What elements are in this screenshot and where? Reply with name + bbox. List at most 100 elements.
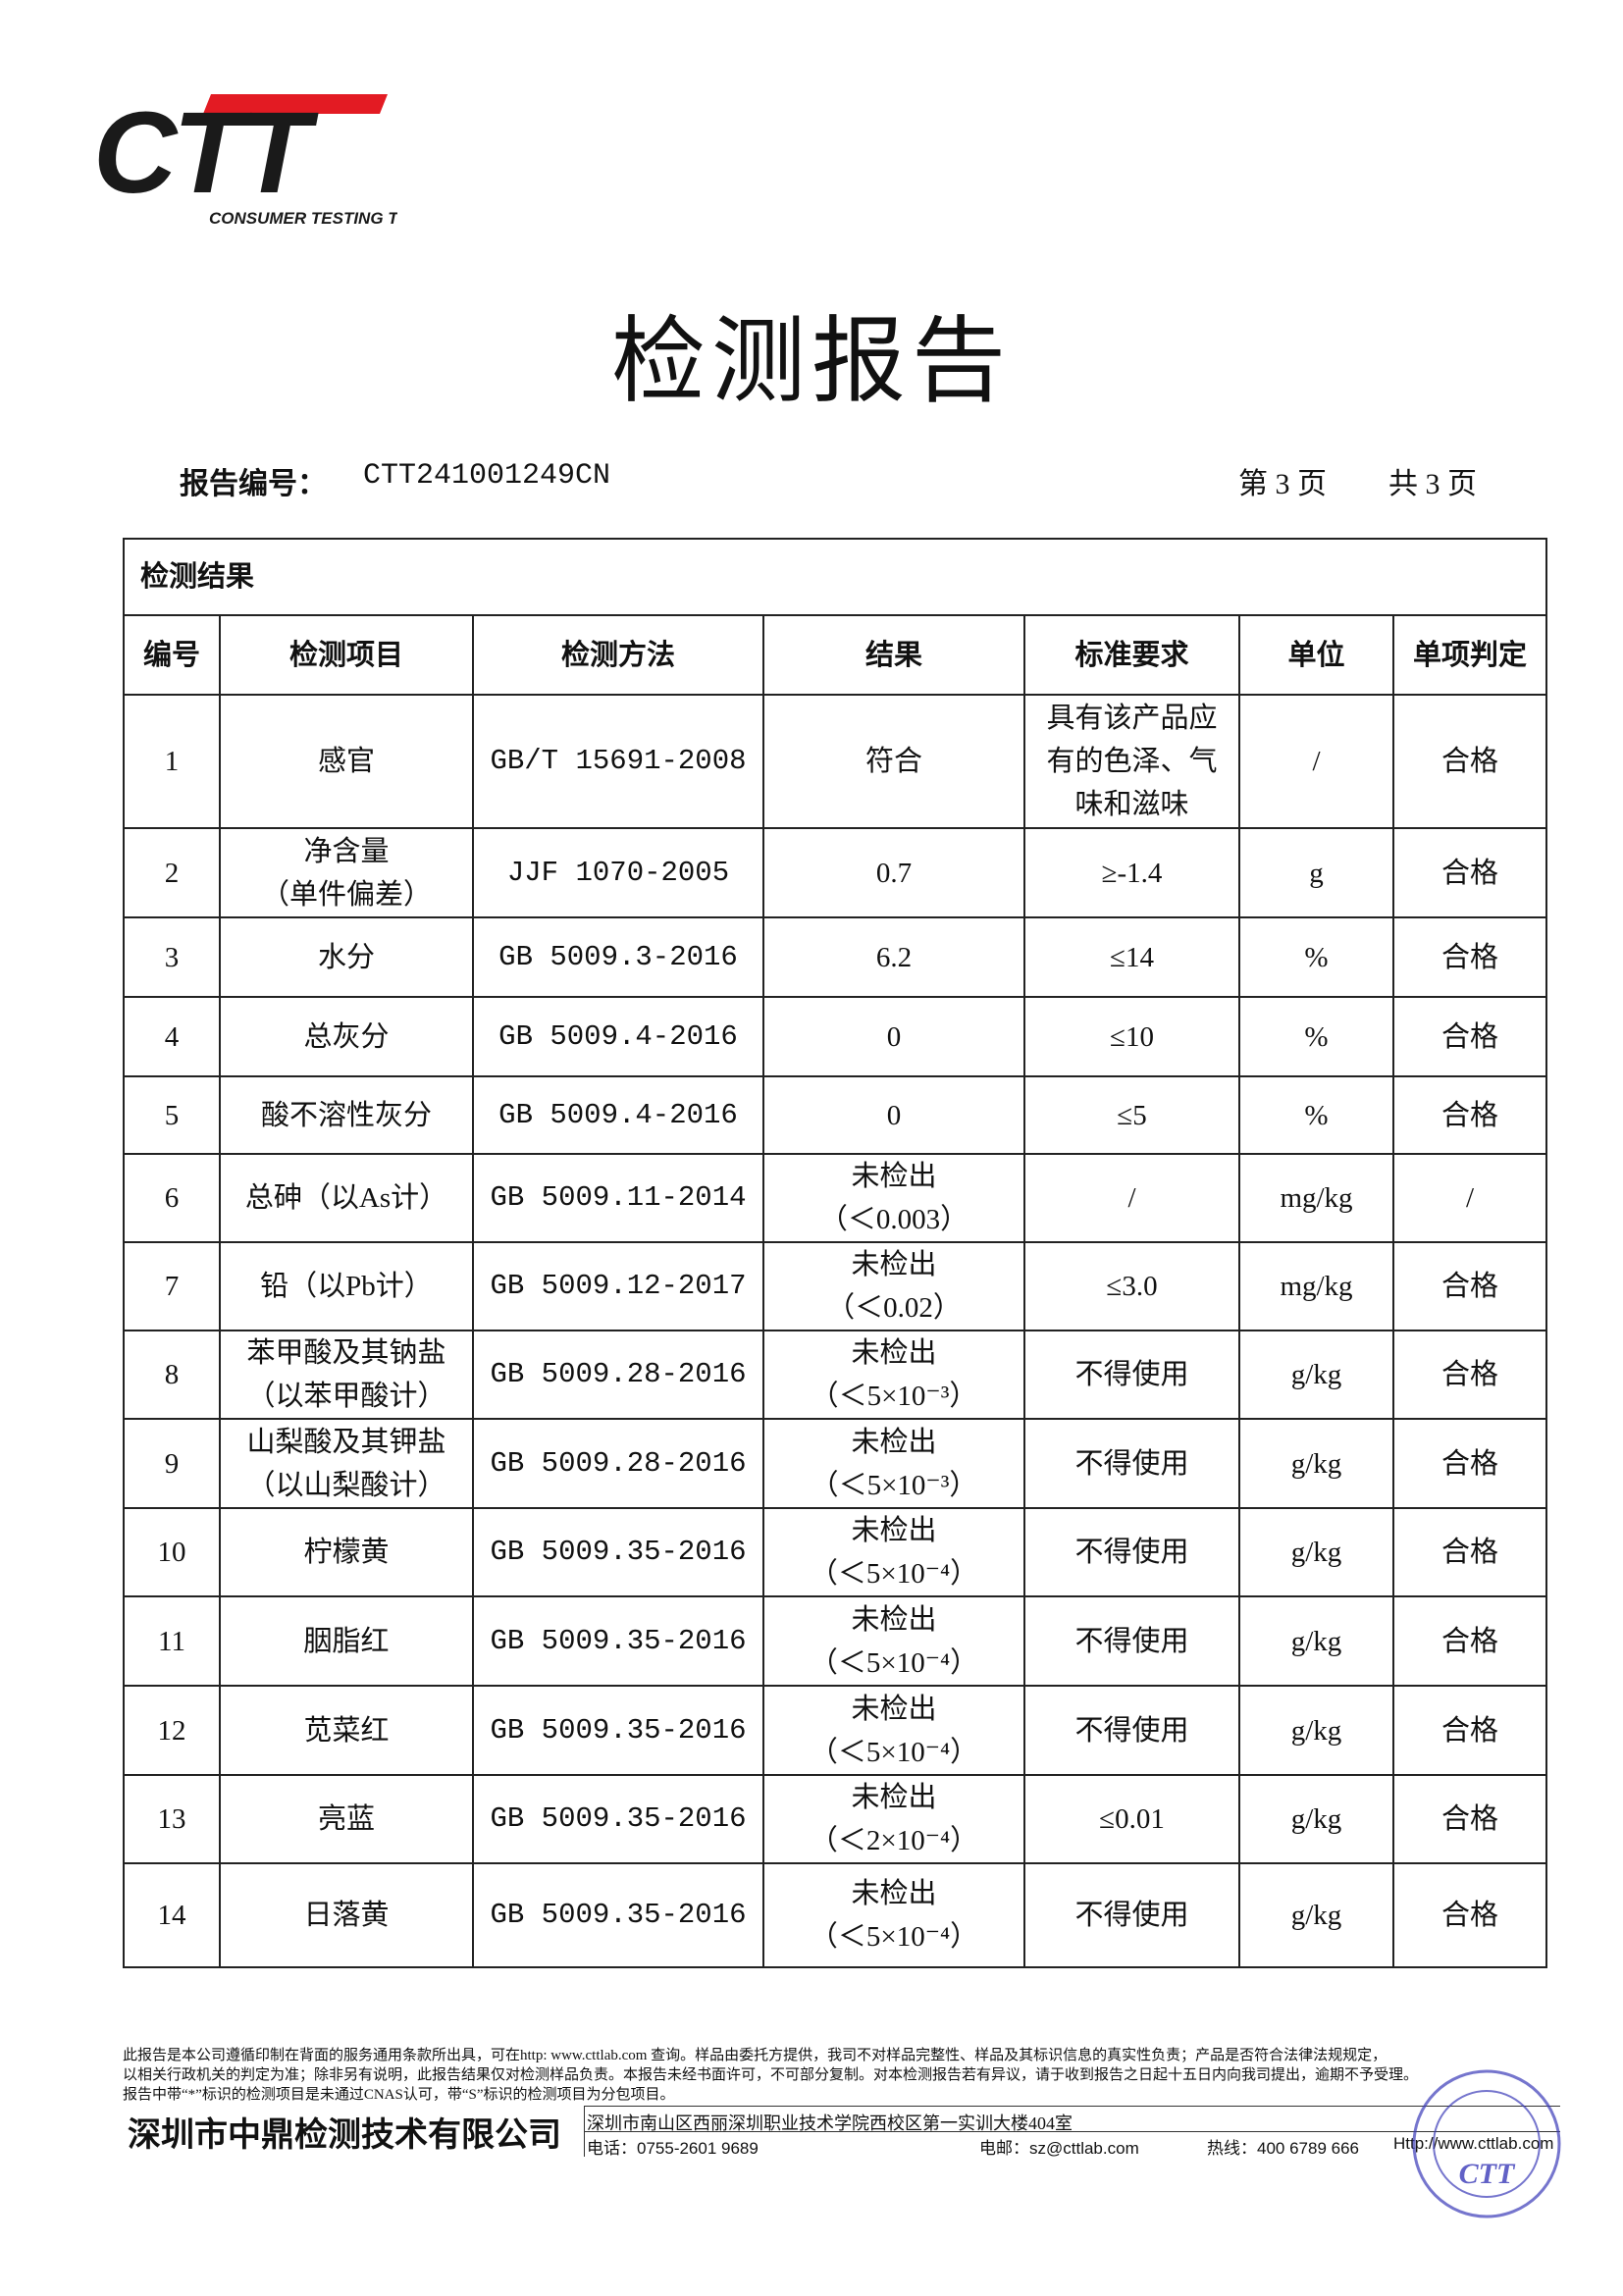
table-cell: GB 5009.4-2016 bbox=[472, 1075, 764, 1155]
table-cell: 13 bbox=[123, 1774, 221, 1864]
table-cell: 未检出 （＜0.003） bbox=[762, 1153, 1025, 1243]
table-cell: 3 bbox=[123, 916, 221, 998]
table-cell: 不得使用 bbox=[1023, 1595, 1240, 1687]
table-cell: ≤0.01 bbox=[1023, 1774, 1240, 1864]
table-cell: mg/kg bbox=[1238, 1241, 1394, 1331]
table-cell: 0 bbox=[762, 1075, 1025, 1155]
table-cell: 合格 bbox=[1391, 1862, 1548, 1968]
table-cell: g bbox=[1238, 827, 1394, 918]
table-cell: GB/T 15691-2008 bbox=[472, 694, 764, 829]
table-cell: 0.7 bbox=[762, 827, 1025, 918]
table-cell: 合格 bbox=[1391, 1774, 1548, 1864]
table-cell: 8 bbox=[123, 1330, 221, 1420]
table-cell: 不得使用 bbox=[1023, 1507, 1240, 1597]
table-cell: 日落黄 bbox=[219, 1862, 474, 1968]
table-cell: 5 bbox=[123, 1075, 221, 1155]
table-cell: 6.2 bbox=[762, 916, 1025, 998]
stamp: CTT bbox=[1412, 2069, 1561, 2218]
table-cell: 合格 bbox=[1391, 1595, 1548, 1687]
table-cell: 不得使用 bbox=[1023, 1685, 1240, 1776]
table-cell: 酸不溶性灰分 bbox=[219, 1075, 474, 1155]
table-cell: % bbox=[1238, 996, 1394, 1077]
table-cell: 14 bbox=[123, 1862, 221, 1968]
table-cell: g/kg bbox=[1238, 1418, 1394, 1509]
section-title: 检测结果 bbox=[122, 538, 1548, 616]
table-cell: 合格 bbox=[1391, 996, 1548, 1077]
table-row: 2 净含量 （单件偏差） JJF 1070-2005 0.7 ≥-1.4 g 合格 bbox=[123, 827, 1548, 918]
table-cell: GB 5009.35-2016 bbox=[472, 1862, 764, 1968]
table-cell: GB 5009.12-2017 bbox=[472, 1241, 764, 1331]
report-number-label: 报告编号： bbox=[180, 468, 327, 500]
table-cell: 合格 bbox=[1391, 827, 1548, 918]
table-cell: ≤10 bbox=[1023, 996, 1240, 1077]
table-cell: 柠檬黄 bbox=[219, 1507, 474, 1597]
report-number: CTT241001249CN bbox=[363, 459, 611, 493]
table-row: 9 山梨酸及其钾盐 （以山梨酸计） GB 5009.28-2016 未检出 （＜5×1… bbox=[123, 1418, 1548, 1509]
table-cell: GB 5009.28-2016 bbox=[472, 1330, 764, 1420]
table-cell: 铅（以Pb计） bbox=[219, 1241, 474, 1331]
table-row: 4 总灰分 GB 5009.4-2016 0 ≤10% 合格 bbox=[123, 996, 1548, 1077]
table-cell: g/kg bbox=[1238, 1774, 1394, 1864]
table-cell: % bbox=[1238, 916, 1394, 998]
table-cell: 合格 bbox=[1391, 1330, 1548, 1420]
footer-note: 以相关行政机关的判定为准；除非另有说明，此报告结果仅对检测样品负责。本报告未经书… bbox=[123, 2067, 1419, 2083]
footer-rule bbox=[584, 2106, 585, 2157]
table-cell: 9 bbox=[123, 1418, 221, 1509]
phone: 电话：0755-2601 9689 bbox=[587, 2139, 759, 2158]
section-row: 检测结果 bbox=[122, 538, 1548, 616]
table-row: 6 总砷（以As计） GB 5009.11-2014 未检出 （＜0.003） / mg/… bbox=[123, 1153, 1548, 1243]
stamp-text: CTT bbox=[1459, 2158, 1516, 2190]
table-cell: 山梨酸及其钾盐 （以山梨酸计） bbox=[219, 1418, 474, 1509]
table-cell: / bbox=[1238, 694, 1394, 829]
table-cell: 未检出 （＜5×10⁻⁴） bbox=[762, 1685, 1025, 1776]
logo-text: CTT bbox=[93, 88, 319, 218]
table-cell: ≤5 bbox=[1023, 1075, 1240, 1155]
table-row: 3 水分 GB 5009.3-2016 6.2 ≤14% 合格 bbox=[123, 916, 1548, 998]
hotline: 热线：400 6789 666 bbox=[1207, 2139, 1359, 2158]
company-name: 深圳市中鼎检测技术有限公司 bbox=[128, 2116, 561, 2154]
table-cell: ≤14 bbox=[1023, 916, 1240, 998]
logo-subtitle: CONSUMER TESTING TECH bbox=[209, 209, 397, 228]
table-cell: 7 bbox=[123, 1241, 221, 1331]
table-cell: 10 bbox=[123, 1507, 221, 1597]
table-row: 8 苯甲酸及其钠盐 （以苯甲酸计） GB 5009.28-2016 未检出 （＜5×1… bbox=[123, 1330, 1548, 1420]
table-cell: 11 bbox=[123, 1595, 221, 1687]
table-cell: 不得使用 bbox=[1023, 1330, 1240, 1420]
page-total: 共 3 页 bbox=[1388, 468, 1477, 500]
footer-rule bbox=[584, 2106, 1560, 2107]
table-cell: 未检出 （＜0.02） bbox=[762, 1241, 1025, 1331]
table-cell: mg/kg bbox=[1238, 1153, 1394, 1243]
page-number: 第 3 页 bbox=[1238, 468, 1327, 500]
email: 电邮：sz@cttlab.com bbox=[979, 2139, 1139, 2158]
header-cell: 单位 bbox=[1238, 614, 1394, 696]
header-cell: 单项判定 bbox=[1391, 614, 1548, 696]
table-cell: 未检出 （＜5×10⁻³） bbox=[762, 1330, 1025, 1420]
table-cell: GB 5009.4-2016 bbox=[472, 996, 764, 1077]
footer-note: 报告中带“*”标识的检测项目是未通过CNAS认可，带“S”标识的检测项目为分包项… bbox=[123, 2087, 675, 2103]
table-cell: GB 5009.35-2016 bbox=[472, 1507, 764, 1597]
table-row: 11 胭脂红 GB 5009.35-2016 未检出 （＜5×10⁻⁴） 不得使用 g/k… bbox=[123, 1595, 1548, 1687]
table-cell: 12 bbox=[123, 1685, 221, 1776]
stamp-ring bbox=[1412, 2069, 1561, 2218]
table-cell: 不得使用 bbox=[1023, 1862, 1240, 1968]
table-cell: 合格 bbox=[1391, 694, 1548, 829]
table-cell: 感官 bbox=[219, 694, 474, 829]
table-cell: 未检出 （＜5×10⁻⁴） bbox=[762, 1507, 1025, 1597]
table-row: 7 铅（以Pb计） GB 5009.12-2017 未检出 （＜0.02） ≤3.0 mg… bbox=[123, 1241, 1548, 1331]
table-cell: GB 5009.3-2016 bbox=[472, 916, 764, 998]
footer-rule bbox=[584, 2131, 1560, 2132]
table-cell: 水分 bbox=[219, 916, 474, 998]
table-row: 10 柠檬黄 GB 5009.35-2016 未检出 （＜5×10⁻⁴） 不得使用 g/k… bbox=[123, 1507, 1548, 1597]
title: 检测报告 bbox=[611, 309, 1012, 414]
table-cell: 总砷（以As计） bbox=[219, 1153, 474, 1243]
header-cell: 结果 bbox=[762, 614, 1025, 696]
table-cell: 未检出 （＜2×10⁻⁴） bbox=[762, 1774, 1025, 1864]
table-row: 13 亮蓝 GB 5009.35-2016 未检出 （＜2×10⁻⁴） ≤0.01 g/k… bbox=[123, 1774, 1548, 1864]
table-cell: GB 5009.35-2016 bbox=[472, 1685, 764, 1776]
header-cell: 编号 bbox=[123, 614, 221, 696]
table-cell: 1 bbox=[123, 694, 221, 829]
table-cell: 总灰分 bbox=[219, 996, 474, 1077]
table-cell: 合格 bbox=[1391, 1241, 1548, 1331]
table-row: 12 苋菜红 GB 5009.35-2016 未检出 （＜5×10⁻⁴） 不得使用 g/k… bbox=[123, 1685, 1548, 1776]
footer-note: 此报告是本公司遵循印制在背面的服务通用条款所出具，可在http: www.ctt… bbox=[123, 2048, 1387, 2063]
